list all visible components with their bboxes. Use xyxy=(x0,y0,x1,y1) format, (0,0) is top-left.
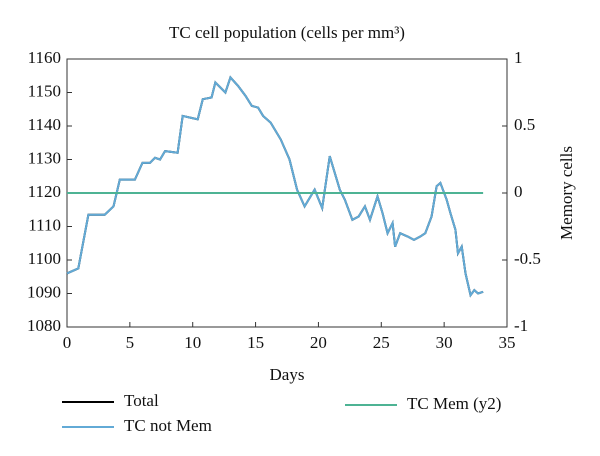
y-tick-label: 1120 xyxy=(28,182,61,201)
legend-label: TC Mem (y2) xyxy=(407,394,501,413)
y-tick-label: 1100 xyxy=(28,249,61,268)
y-tick-label: 1090 xyxy=(27,282,61,301)
x-tick-label: 5 xyxy=(126,333,135,352)
y-tick-label: 1110 xyxy=(28,215,61,234)
x-tick-label: 30 xyxy=(436,333,453,352)
series-line xyxy=(66,75,484,298)
x-axis-label: Days xyxy=(270,365,305,384)
x-tick-label: 35 xyxy=(499,333,516,352)
y2-tick-label: 0.5 xyxy=(514,115,535,134)
y-tick-label: 1140 xyxy=(28,115,61,134)
x-tick-label: 20 xyxy=(310,333,327,352)
y-tick-label: 1130 xyxy=(28,148,61,167)
chart-title: TC cell population (cells per mm³) xyxy=(169,23,405,42)
y2-tick-label: -1 xyxy=(514,316,528,335)
y2-tick-label: 1 xyxy=(514,48,523,67)
y-tick-label: 1160 xyxy=(28,48,61,67)
legend-label: TC not Mem xyxy=(124,416,212,435)
y2-axis-label: Memory cells xyxy=(557,146,576,240)
x-tick-label: 25 xyxy=(373,333,390,352)
y2-tick-label: -0.5 xyxy=(514,249,541,268)
legend-label: Total xyxy=(124,391,159,410)
series-line xyxy=(66,75,484,298)
y2-tick-label: 0 xyxy=(514,182,523,201)
y-tick-label: 1080 xyxy=(27,316,61,335)
y-tick-label: 1150 xyxy=(28,81,61,100)
x-tick-label: 15 xyxy=(247,333,264,352)
x-tick-label: 10 xyxy=(184,333,201,352)
x-tick-label: 0 xyxy=(63,333,72,352)
